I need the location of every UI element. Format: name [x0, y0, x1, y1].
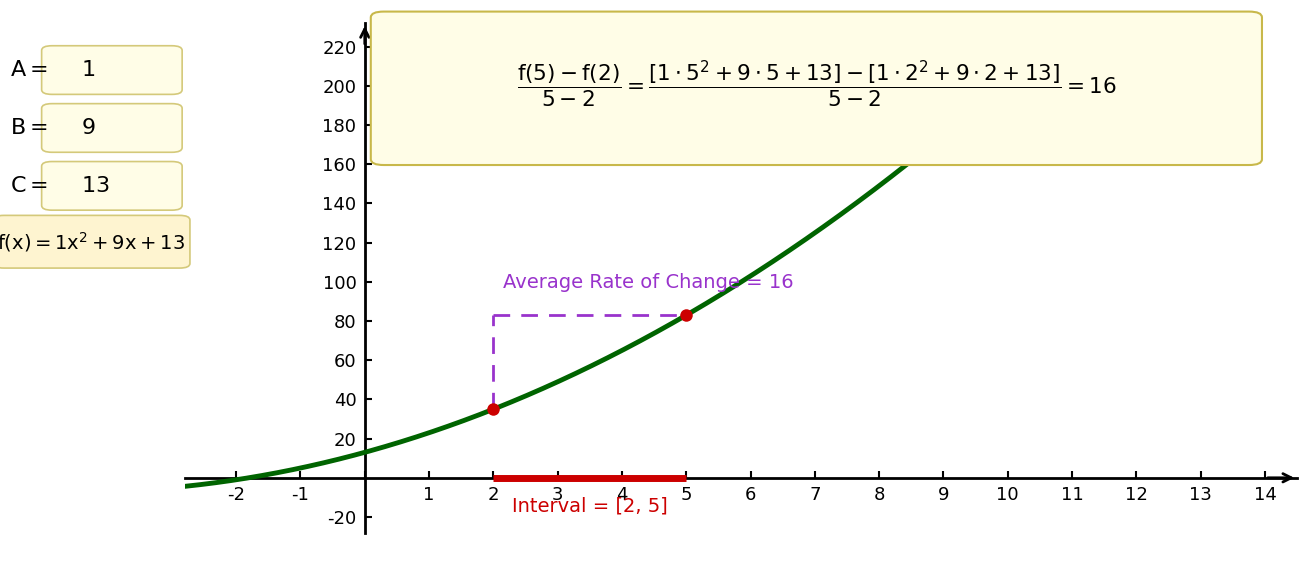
Text: $\mathsf{13}$: $\mathsf{13}$: [81, 176, 109, 196]
Text: $\mathsf{B =}$: $\mathsf{B =}$: [10, 118, 48, 138]
Text: $\mathsf{f(x) = 1x^2 + 9x + 13}$: $\mathsf{f(x) = 1x^2 + 9x + 13}$: [0, 230, 185, 254]
Text: $\mathsf{1}$: $\mathsf{1}$: [81, 60, 95, 80]
Text: $\mathsf{C =}$: $\mathsf{C =}$: [10, 176, 48, 196]
Text: Interval = [2, 5]: Interval = [2, 5]: [513, 496, 667, 515]
Text: $\dfrac{\mathsf{f(5) - f(2)}}{\mathsf{5 - 2}} = \dfrac{\mathsf{[1 \cdot 5^2 + 9 : $\dfrac{\mathsf{f(5) - f(2)}}{\mathsf{5 …: [516, 58, 1118, 109]
Text: $\mathsf{9}$: $\mathsf{9}$: [81, 118, 95, 138]
Text: $\mathsf{A =}$: $\mathsf{A =}$: [10, 60, 48, 80]
Text: Average Rate of Change = 16: Average Rate of Change = 16: [503, 273, 794, 292]
